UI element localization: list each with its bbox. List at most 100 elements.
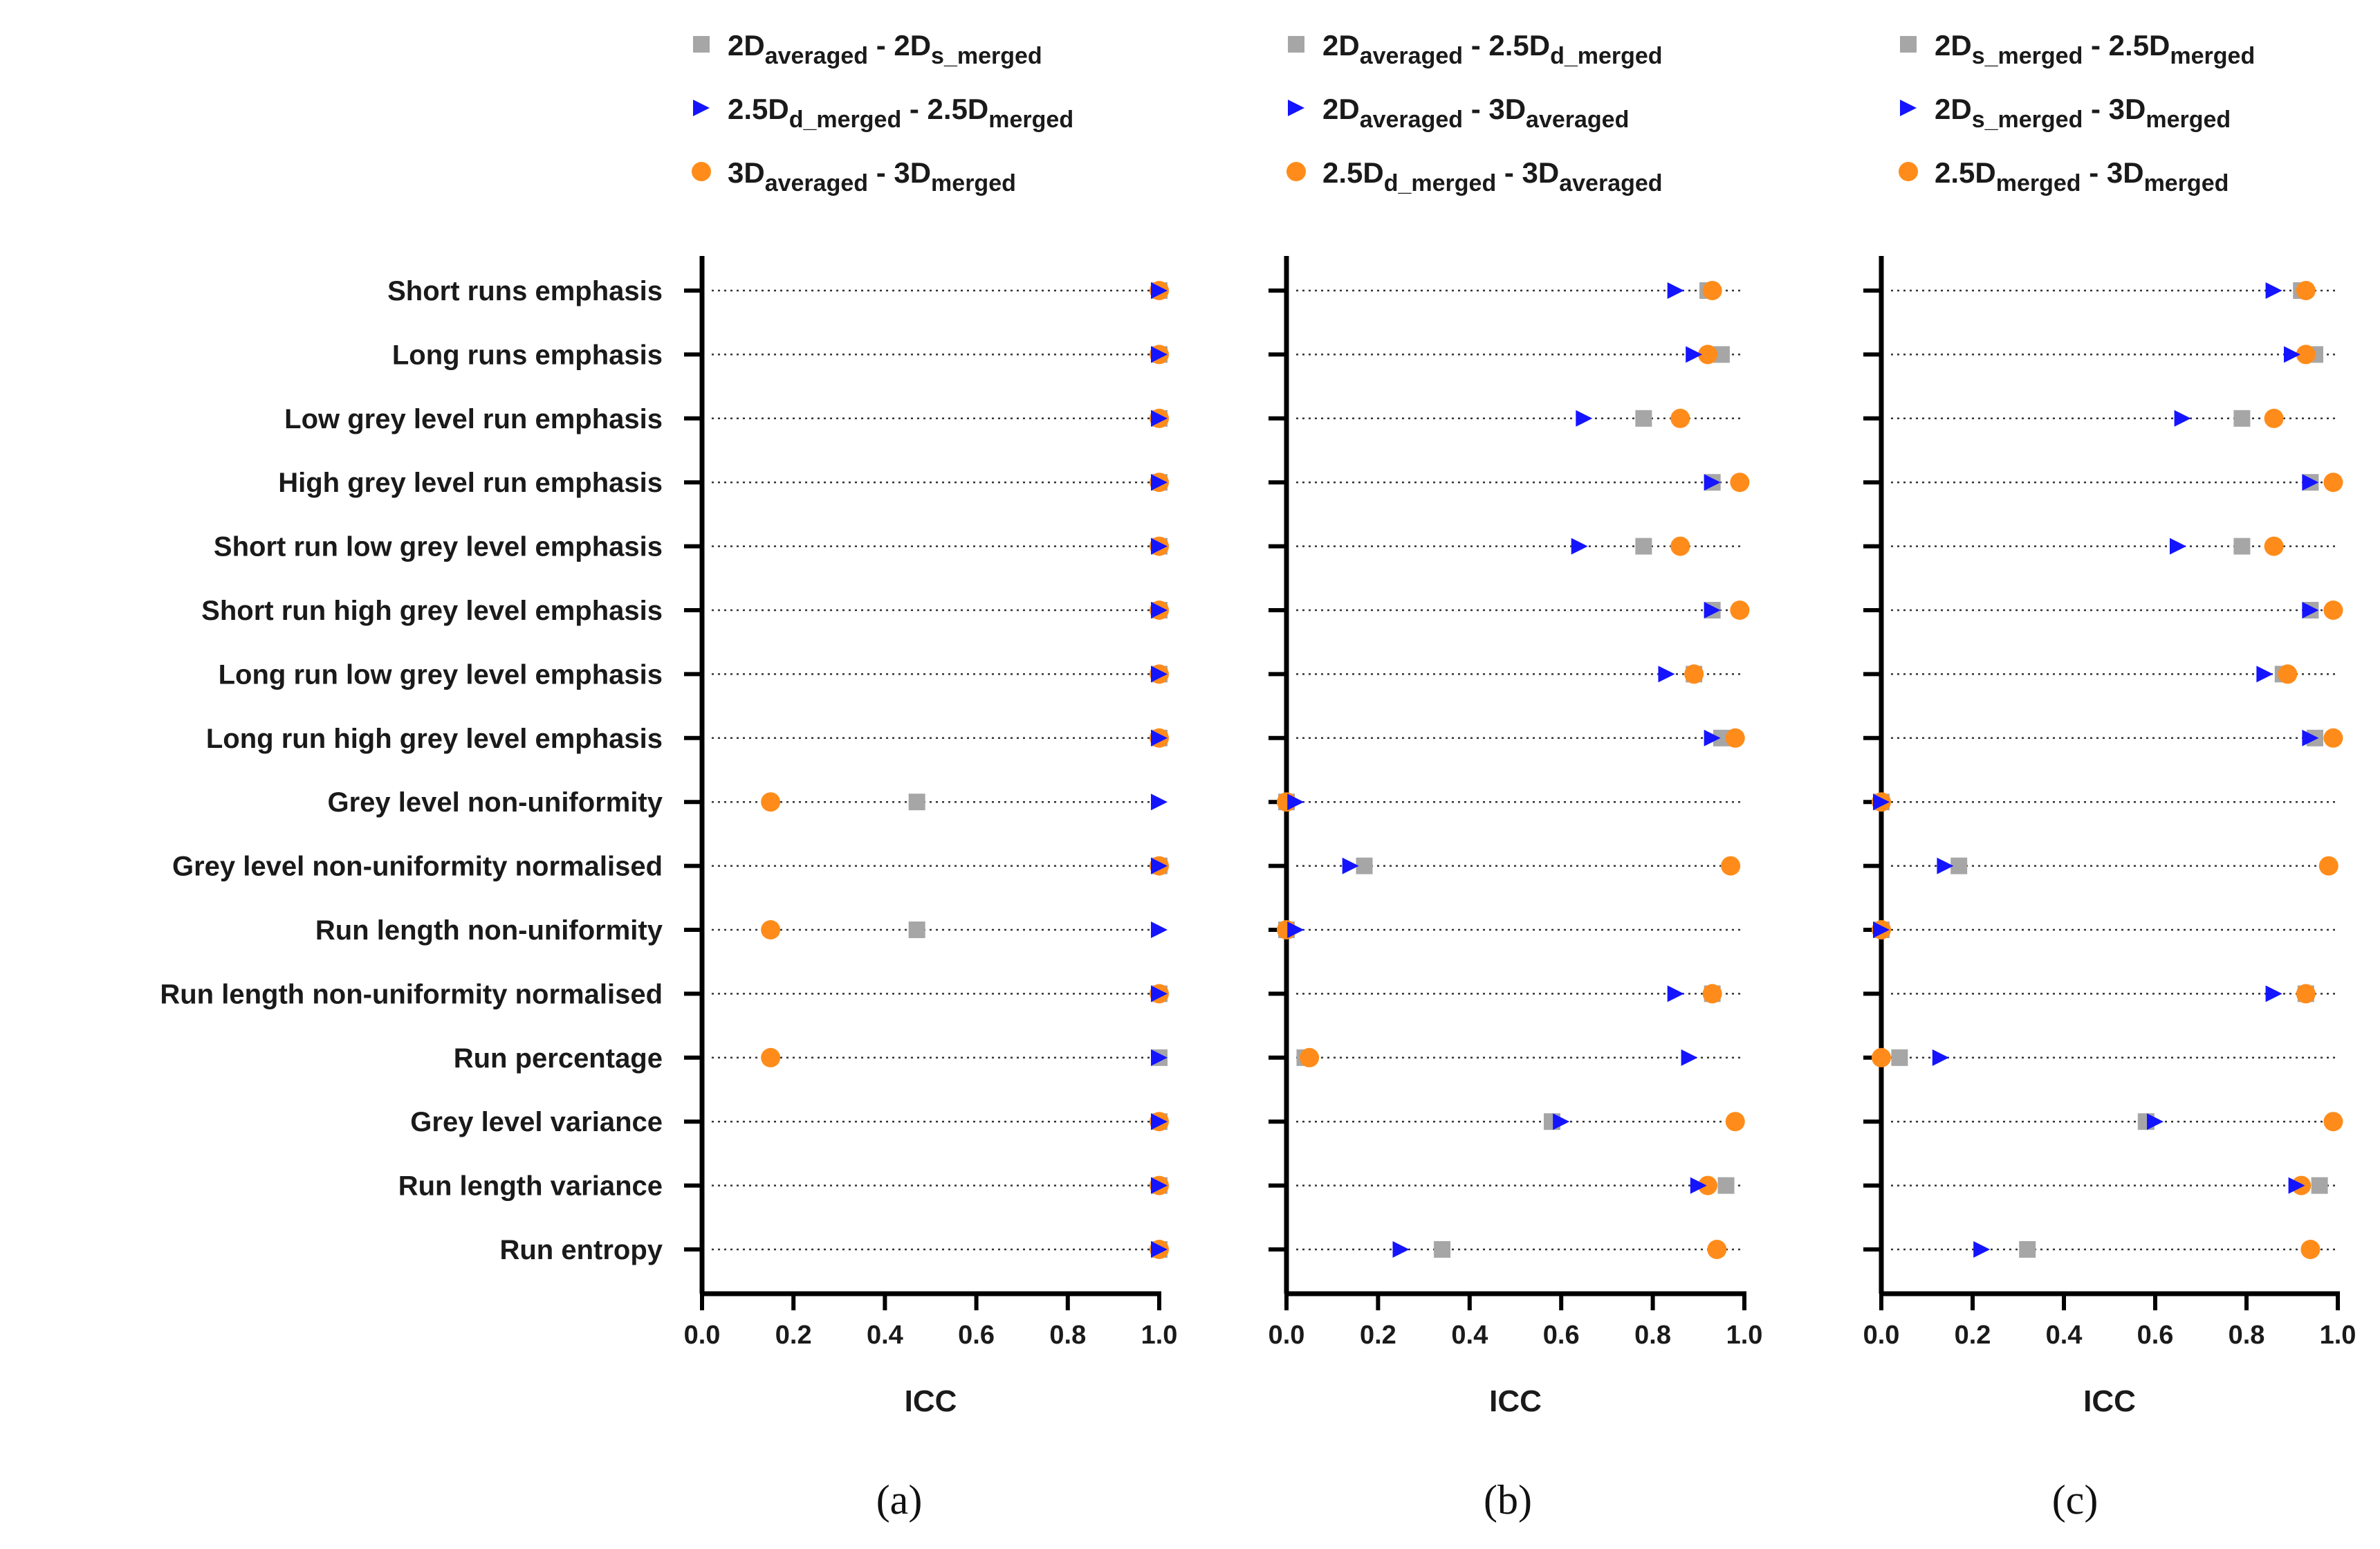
feature-label: High grey level run emphasis	[278, 468, 663, 498]
triangle-marker	[1151, 666, 1168, 683]
square-marker	[1288, 36, 1304, 53]
feature-label: Short run high grey level emphasis	[201, 596, 663, 626]
legend-entry: 2Ds_merged - 2.5Dmerged	[1935, 29, 2255, 69]
triangle-marker	[2284, 346, 2300, 363]
circle-marker	[1707, 1240, 1727, 1259]
triangle-marker	[1288, 100, 1304, 116]
triangle-marker	[1973, 1241, 1991, 1258]
x-tick-label: 0.4	[2046, 1321, 2083, 1350]
triangle-marker	[1873, 922, 1890, 938]
legend-subscript: merged	[2146, 107, 2231, 133]
circle-marker	[761, 792, 781, 812]
triangle-marker	[1667, 282, 1684, 299]
triangle-marker	[1151, 1113, 1168, 1130]
x-tick-label: 0.8	[1049, 1321, 1086, 1350]
legend-entry: 2Daveraged - 3Daveraged	[1322, 93, 1629, 133]
circle-marker	[2264, 536, 2284, 556]
x-tick-label: 0.8	[1634, 1321, 1671, 1350]
triangle-marker	[1900, 100, 1917, 116]
triangle-marker	[1151, 1177, 1168, 1194]
legend-entry: 2.5Dmerged - 3Dmerged	[1935, 156, 2229, 196]
x-tick-label: 1.0	[1726, 1321, 1763, 1350]
triangle-marker	[1151, 1241, 1168, 1258]
circle-marker	[1721, 856, 1741, 876]
triangle-marker	[1342, 857, 1359, 874]
legend-entry: 2.5Dd_merged - 2.5Dmerged	[728, 93, 1073, 133]
circle-marker	[1872, 1047, 1891, 1067]
legend-text-part: 3D	[728, 156, 765, 189]
legend-entry: 2.5Dd_merged - 3Daveraged	[1322, 156, 1663, 196]
legend-text-part: 2D	[728, 29, 765, 62]
x-tick-label: 0.4	[867, 1321, 903, 1350]
legend-text-part: - 2.5D	[2083, 29, 2170, 62]
x-tick-label: 0.2	[775, 1321, 812, 1350]
x-axis-title: ICC	[2083, 1384, 2136, 1418]
triangle-marker	[1151, 282, 1168, 299]
panel-label: (a)	[876, 1477, 923, 1523]
triangle-marker	[2170, 538, 2186, 555]
legend-text-part: - 3D	[1496, 156, 1559, 189]
legend-text-part: - 3D	[1463, 93, 1526, 125]
circle-marker	[1730, 473, 1750, 493]
x-tick-label: 0.6	[2137, 1321, 2174, 1350]
circle-marker	[1725, 728, 1745, 748]
triangle-marker	[1151, 729, 1168, 746]
legend-subscript: merged	[931, 170, 1016, 196]
triangle-marker	[2256, 666, 2273, 683]
square-marker	[1635, 538, 1652, 555]
triangle-marker	[1151, 857, 1168, 874]
square-marker	[693, 36, 710, 53]
triangle-marker	[1151, 1049, 1168, 1066]
legend-text-part: - 3D	[2083, 93, 2146, 125]
circle-marker	[1670, 536, 1690, 556]
square-marker	[2019, 1241, 2036, 1258]
square-marker	[1891, 1049, 1908, 1066]
triangle-marker	[1681, 1049, 1698, 1066]
panel-label: (b)	[1484, 1477, 1532, 1523]
legend-subscript: averaged	[765, 43, 868, 69]
triangle-marker	[1576, 410, 1593, 427]
legend-entry: 2Daveraged - 2.5Dd_merged	[1322, 29, 1663, 69]
legend-subscript: s_merged	[931, 43, 1042, 69]
legend-entry: 2Daveraged - 2Ds_merged	[728, 29, 1042, 69]
feature-label: Run length non-uniformity	[315, 915, 663, 946]
legend-entry: 3Daveraged - 3Dmerged	[728, 156, 1016, 196]
triangle-marker	[2302, 602, 2319, 618]
triangle-marker	[1690, 1177, 1707, 1194]
x-tick-label: 0.6	[958, 1321, 995, 1350]
circle-marker	[2296, 281, 2316, 300]
triangle-marker	[1151, 410, 1168, 427]
square-marker	[1434, 1241, 1451, 1258]
feature-label: Long run high grey level emphasis	[206, 724, 663, 754]
legend-entry: 2Ds_merged - 3Dmerged	[1935, 93, 2231, 133]
legend-subscript: merged	[1996, 170, 2081, 196]
x-tick-label: 0.8	[2229, 1321, 2265, 1350]
triangle-marker	[1873, 794, 1890, 811]
legend-text-part: - 3D	[868, 156, 931, 189]
feature-label: Short run low grey level emphasis	[214, 532, 663, 562]
square-marker	[1717, 1177, 1735, 1194]
triangle-marker	[2302, 729, 2319, 746]
legend-subscript: d_merged	[789, 107, 902, 133]
triangle-marker	[1151, 922, 1168, 938]
square-marker	[1635, 410, 1652, 427]
feature-label: Low grey level run emphasis	[284, 404, 663, 434]
triangle-marker	[2288, 1177, 2305, 1194]
x-tick-label: 0.0	[1863, 1321, 1900, 1350]
triangle-marker	[2147, 1113, 2164, 1130]
feature-label: Long runs emphasis	[392, 340, 663, 370]
circle-marker	[1702, 984, 1722, 1004]
triangle-marker	[2302, 474, 2319, 491]
x-tick-label: 0.0	[1269, 1321, 1305, 1350]
triangle-marker	[1151, 346, 1168, 363]
legend-subscript: merged	[2170, 43, 2255, 69]
triangle-marker	[1571, 538, 1588, 555]
triangle-marker	[1392, 1241, 1410, 1258]
triangle-marker	[1704, 602, 1721, 618]
legend-text-part: - 2D	[868, 29, 931, 62]
circle-marker	[1670, 408, 1690, 428]
square-marker	[2233, 410, 2251, 427]
triangle-marker	[1553, 1113, 1570, 1130]
triangle-marker	[1686, 346, 1703, 363]
